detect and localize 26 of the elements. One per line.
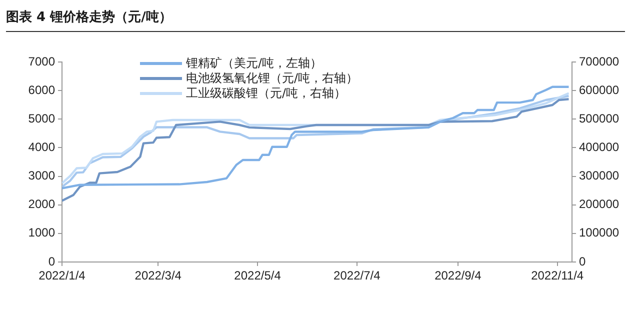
x-tick-label: 2022/11/4 [531, 268, 584, 283]
legend-label: 锂精矿（美元/吨，左轴） [186, 56, 322, 71]
y-tick-label: 2000 [28, 197, 56, 212]
y2-tick-label: 600000 [579, 82, 620, 97]
y-tick-label: 4000 [28, 140, 56, 154]
y-tick-label: 3000 [28, 168, 56, 183]
y2-tick-label: 200000 [579, 197, 620, 212]
y2-tick-label: 500000 [579, 111, 620, 126]
y-tick-label: 1000 [28, 226, 56, 240]
x-tick-label: 2022/3/4 [134, 268, 182, 283]
y-tick-label: 6000 [28, 82, 56, 97]
chart-title: 图表 4 锂价格走势（元/吨） [6, 8, 625, 32]
y2-tick-label: 700000 [579, 54, 620, 68]
y2-tick-label: 400000 [579, 140, 620, 154]
x-tick-label: 2022/5/4 [234, 268, 282, 283]
y-tick-label: 7000 [28, 54, 56, 68]
x-tick-label: 2022/7/4 [334, 268, 381, 283]
y2-tick-label: 300000 [579, 168, 620, 183]
y-tick-label: 5000 [28, 111, 56, 126]
y2-tick-label: 100000 [579, 226, 620, 240]
y2-tick-label: 0 [579, 254, 586, 268]
x-tick-label: 2022/1/4 [38, 268, 86, 283]
x-tick-label: 2022/9/4 [434, 268, 482, 283]
legend-label: 工业级碳酸锂（元/吨，右轴） [186, 86, 346, 101]
legend-label: 电池级氢氧化锂（元/吨，右轴） [186, 71, 358, 86]
y-tick-label: 0 [48, 254, 56, 268]
